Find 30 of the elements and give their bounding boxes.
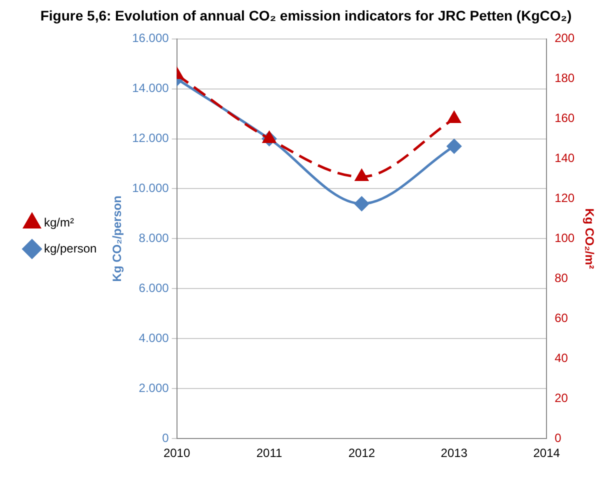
y-tick-label: 14.000 (132, 81, 170, 96)
x-tick-label: 2013 (440, 446, 468, 460)
legend-label: kg/m² (44, 215, 74, 230)
y-axis-title: Kg CO₂/person (110, 196, 124, 282)
y2-tick-label: 180 (554, 71, 575, 86)
y2-tick-label: 40 (554, 350, 568, 365)
y-tick-label: 4.000 (138, 330, 170, 345)
y2-tick-label: 60 (554, 310, 568, 325)
y-tick-label: 10.000 (132, 181, 170, 196)
y-tick-label: 12.000 (132, 131, 170, 146)
x-tick-label: 2010 (163, 446, 190, 460)
y2-tick-label: 0 (554, 430, 562, 445)
y-tick-label: 2.000 (138, 380, 170, 395)
y2-tick-label: 100 (554, 231, 575, 246)
y2-tick-label: 20 (554, 390, 568, 405)
y-tick-label: 0 (162, 430, 170, 445)
legend-label: kg/person (44, 241, 97, 256)
y2-tick-label: 200 (554, 31, 575, 46)
y2-tick-label: 160 (554, 111, 575, 126)
y-tick-label: 8.000 (138, 231, 170, 246)
y-tick-label: 16.000 (132, 31, 170, 46)
y2-tick-label: 80 (554, 270, 568, 285)
chart-title: Figure 5,6: Evolution of annual CO₂ emission indicators for JRC Petten (KgCO₂) (40, 7, 572, 24)
x-tick-label: 2012 (348, 446, 376, 460)
x-tick-label: 2011 (256, 446, 282, 460)
y2-tick-label: 140 (554, 151, 575, 166)
x-tick-label: 2014 (533, 446, 560, 460)
y2-tick-label: 120 (554, 191, 575, 206)
y-tick-label: 6.000 (138, 280, 170, 295)
y2-axis-title: Kg CO₂/m² (582, 208, 596, 270)
